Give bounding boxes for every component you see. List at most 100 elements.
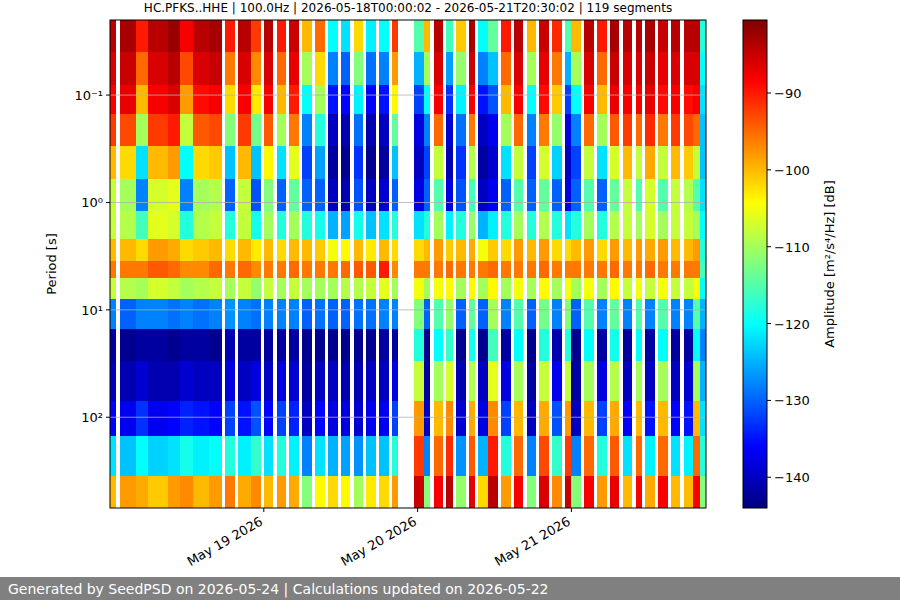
cell <box>392 361 398 401</box>
cell <box>456 261 466 278</box>
cell <box>180 476 193 508</box>
cell <box>354 52 364 84</box>
cell <box>610 329 620 361</box>
cell <box>110 278 116 300</box>
cell <box>120 299 136 328</box>
cell <box>446 299 452 328</box>
cell <box>341 299 351 328</box>
cell <box>136 85 149 114</box>
cell <box>539 52 549 84</box>
cell <box>136 278 149 300</box>
cell <box>354 361 364 401</box>
cell <box>328 52 338 84</box>
cell <box>610 401 620 437</box>
colorbar <box>743 20 767 508</box>
cell <box>610 211 620 239</box>
cell <box>424 329 430 361</box>
cell <box>414 278 424 300</box>
cell <box>180 146 193 178</box>
cell <box>148 85 167 114</box>
cell <box>315 436 325 476</box>
cell <box>597 114 607 146</box>
cell <box>645 114 655 146</box>
cell <box>392 329 398 361</box>
cell <box>658 361 668 401</box>
cell <box>597 20 607 52</box>
cell <box>658 278 668 300</box>
cell <box>684 239 694 261</box>
x-tick <box>417 508 418 512</box>
cell <box>610 299 620 328</box>
cell <box>354 401 364 437</box>
cell <box>446 261 452 278</box>
cell <box>424 114 430 146</box>
cell <box>478 85 488 114</box>
chart: 10⁻¹10⁰10¹10²May 19 2026May 20 2026May 2… <box>0 0 900 600</box>
cell <box>671 361 681 401</box>
cell <box>180 179 193 211</box>
cell <box>501 329 511 361</box>
cell <box>238 85 251 114</box>
cell <box>209 20 222 52</box>
cell <box>424 401 430 437</box>
cell <box>392 20 398 52</box>
cell <box>700 179 706 211</box>
cell <box>456 299 466 328</box>
cell <box>539 114 549 146</box>
cell <box>645 278 655 300</box>
cell <box>552 299 562 328</box>
cell <box>469 299 475 328</box>
cell <box>180 239 193 261</box>
cell <box>478 114 488 146</box>
cell <box>700 401 706 437</box>
cell <box>565 85 571 114</box>
cell <box>488 476 498 508</box>
cell <box>148 361 167 401</box>
cell <box>366 278 376 300</box>
cell <box>645 239 655 261</box>
cell <box>354 436 364 476</box>
cell <box>527 401 537 437</box>
cell <box>264 401 274 437</box>
cell <box>328 329 338 361</box>
cell <box>302 361 312 401</box>
cell <box>302 85 312 114</box>
cell <box>501 146 511 178</box>
cell <box>289 476 299 508</box>
cell <box>424 436 430 476</box>
cell <box>136 476 149 508</box>
cell <box>671 261 681 278</box>
cell <box>514 239 524 261</box>
cell <box>446 211 452 239</box>
cell <box>110 146 116 178</box>
cell <box>527 278 537 300</box>
grid-line <box>110 309 706 310</box>
cell <box>671 401 681 437</box>
cell <box>488 299 498 328</box>
cell <box>251 299 261 328</box>
cell <box>392 211 398 239</box>
cell <box>392 114 398 146</box>
cell <box>209 278 222 300</box>
cell <box>671 476 681 508</box>
cell <box>610 85 620 114</box>
cell <box>238 401 251 437</box>
cell <box>565 211 571 239</box>
cell <box>379 329 389 361</box>
cell <box>684 20 694 52</box>
cell <box>251 52 261 84</box>
cell <box>501 85 511 114</box>
cell <box>434 476 444 508</box>
cell <box>148 179 167 211</box>
cell <box>658 114 668 146</box>
cell <box>434 299 444 328</box>
cell <box>264 52 274 84</box>
cell <box>552 85 562 114</box>
cell <box>168 361 181 401</box>
colorbar-tick <box>767 323 771 324</box>
cell <box>584 114 594 146</box>
cell <box>446 476 452 508</box>
cell <box>120 436 136 476</box>
cell <box>539 146 549 178</box>
cell <box>315 146 325 178</box>
